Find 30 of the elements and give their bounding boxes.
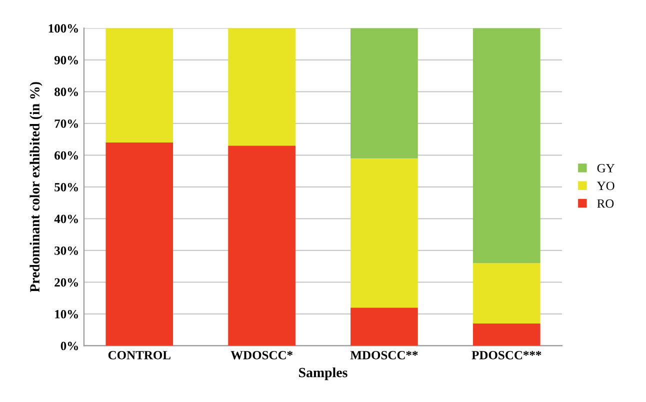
y-tick-label: 60% [54,151,78,160]
bar [106,142,174,346]
bar [472,28,540,264]
legend-label: RO [597,199,614,208]
y-tick-label: 70% [54,119,78,128]
x-tick-label: PDOSCC*** [472,350,542,360]
bar [350,28,418,158]
x-tick-label: MDOSCC** [350,350,418,360]
y-tick-label: 100% [48,24,78,33]
legend-label: GY [597,164,615,172]
y-axis-title: Predominant color exhibited (in %) [30,82,42,292]
bar [472,323,540,346]
y-tick-label: 40% [54,214,78,224]
bar [228,28,296,146]
y-tick-label: 20% [54,278,78,287]
y-tick-label: 80% [54,88,78,96]
bar [350,308,418,346]
y-tick-label: 10% [55,310,78,318]
x-tick-label: CONTROL [108,350,170,360]
bar [228,146,296,346]
y-tick-label: 50% [54,182,78,192]
legend-label: YO [596,182,614,190]
x-axis-title: Samples [299,367,348,380]
y-tick-label: 0% [60,342,78,350]
y-tick-label: 90% [54,56,78,64]
bar [350,158,418,308]
bar [106,28,174,142]
y-tick-label: 30% [54,246,78,255]
x-tick-label: WDOSCC* [230,350,293,360]
bar [472,263,540,324]
